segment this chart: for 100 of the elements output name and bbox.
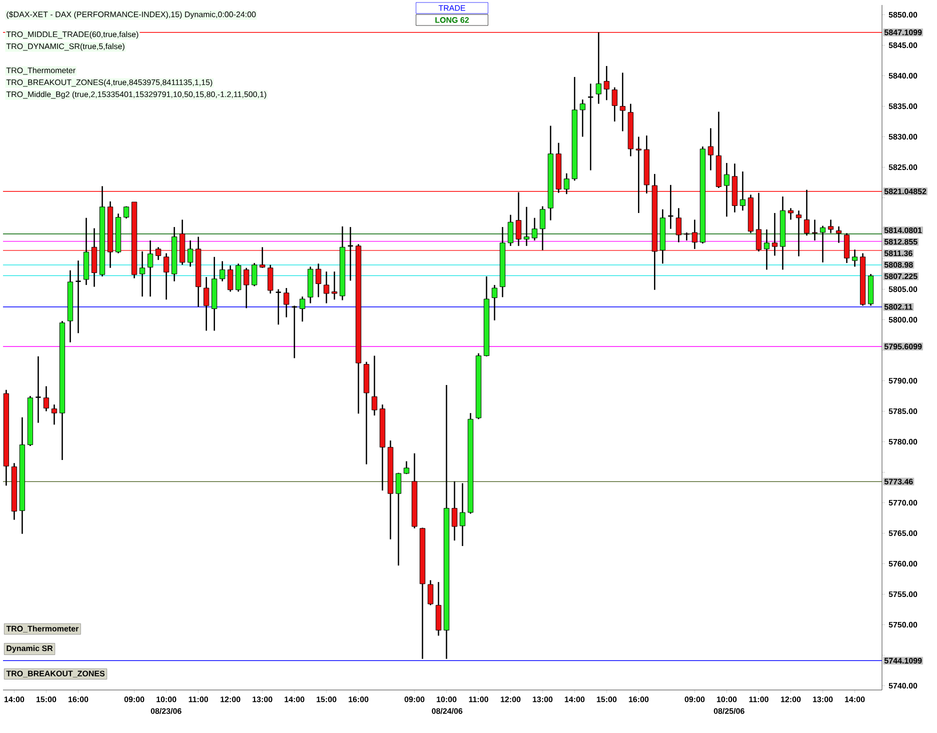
x-tick-label: 11:00 [469,696,488,702]
x-tick-label: 15:00 [596,696,617,702]
x-tick-label: 11:00 [188,696,208,702]
x-tick-label: 14:00 [284,696,304,702]
ref-line-label: 5811.36 [884,250,912,256]
annotation: Dynamic SR [6,645,53,653]
candlestick [123,206,130,220]
candlestick [812,219,818,242]
ref-line-label: 5808.98 [884,262,913,268]
candlestick [524,206,530,247]
ref-line-label: 5814.0801 [884,227,922,234]
candlestick [804,189,810,236]
candlestick [708,128,714,171]
y-tick-label: 5845.00 [888,42,918,48]
candlestick [492,284,498,321]
candlestick [428,580,434,606]
candlestick [516,192,522,247]
candlestick [828,219,834,234]
text: 08/23/06 [150,708,182,714]
candlestick [300,296,306,322]
x-tick-label: 15:00 [36,696,56,702]
candlestick [788,207,794,220]
ref-line-label: 5773.46 [884,478,913,484]
ref-line-label: 5812.855 [884,238,918,245]
x-tick-label: 16:00 [348,696,368,702]
candlestick [220,260,226,282]
y-tick-label: 5830.00 [888,134,918,140]
candlestick [244,267,250,309]
x-tick-label: 15:00 [316,696,336,702]
ref-line-label: 5795.6099 [884,344,922,350]
x-tick-label: 11:00 [749,696,768,702]
candlestick [836,226,842,244]
ref-line-label: 5802.11 [884,304,912,310]
x-tick-label: 12:00 [220,696,240,702]
candlestick [508,214,514,247]
x-tick-label: 13:00 [532,696,552,702]
x-tick-label: 14:00 [845,696,865,702]
candlestick [620,72,626,132]
y-tick-label: 5760.00 [888,560,918,567]
candlestick [204,276,210,332]
candlestick [540,206,546,251]
candlestick [164,252,170,300]
y-tick-label: 5835.00 [888,103,918,110]
candlestick [564,172,570,195]
ref-line-label: 5847.1099 [884,30,922,36]
annotation: TRO_Thermometer [6,67,76,75]
candlestick [684,232,690,242]
text: 08/24/06 [432,708,462,714]
y-tick-label: 5750.00 [888,622,918,628]
candlestick [372,355,378,416]
x-tick-label: 16:00 [628,696,649,702]
candlestick [820,225,826,264]
y-tick-label: 5755.00 [888,591,918,598]
x-tick-label: 10:00 [716,696,737,702]
text: ($DAX-XET - DAX (PERFORMANCE-INDEX),15) Dynamic,0:00-24:00 [6,11,256,19]
x-tick-label: 13:00 [252,696,272,702]
candlestick [147,240,154,298]
y-tick-label: 5765.00 [888,530,918,536]
y-tick-label: 5770.00 [888,500,918,506]
candlestick [43,386,50,412]
annotation: TRO_MIDDLE_TRADE(60,true,false) [6,31,138,39]
annotation: TRO_BREAKOUT_ZONES [6,670,105,678]
candlestick [35,356,42,424]
candlestick [252,262,258,287]
y-tick-label: 5825.00 [888,164,918,170]
x-tick-label: 12:00 [781,696,801,702]
candlestick [604,65,610,101]
candlestick [596,32,602,104]
candlestick [396,472,402,566]
x-tick-label: 13:00 [813,696,833,702]
candlestick [316,262,322,298]
candlestick [404,460,410,475]
x-tick-label: 10:00 [436,696,456,702]
text: 08/25/06 [714,708,744,714]
x-tick-label: 16:00 [68,696,88,702]
candlestick [284,287,290,318]
annotation: TRADE [438,5,466,11]
candlestick [156,246,162,261]
candlestick [532,217,538,242]
annotation: TRO_DYNAMIC_SR(true,5,false) [6,43,124,51]
x-tick-label: 14:00 [564,696,584,702]
y-tick-label: 5850.00 [888,12,918,18]
candlestick [188,240,194,268]
y-tick-label: 5800.00 [888,316,918,323]
y-tick-label: 5780.00 [888,438,918,445]
ref-line-label: 5807.225 [884,273,918,280]
annotation: LONG 62 [435,17,469,23]
candlestick [452,480,458,542]
annotation: TRO_BREAKOUT_ZONES(4,true,8453975,8411135,1,15) [6,79,212,87]
x-tick-label: 09:00 [124,696,144,702]
candlestick [75,260,82,334]
annotation: TRO_Middle_Bg2 (true,2,15335401,15329791,10,50,15,80,-1.2,11,500,1) [6,91,266,99]
candlestick [636,136,642,214]
candlestick [324,270,330,304]
candlestick [852,248,858,268]
candlestick [268,264,274,294]
y-tick-label: 5840.00 [888,72,918,79]
candlestick [460,482,466,547]
candlestick [844,232,850,264]
x-tick-label: 14:00 [4,696,24,702]
